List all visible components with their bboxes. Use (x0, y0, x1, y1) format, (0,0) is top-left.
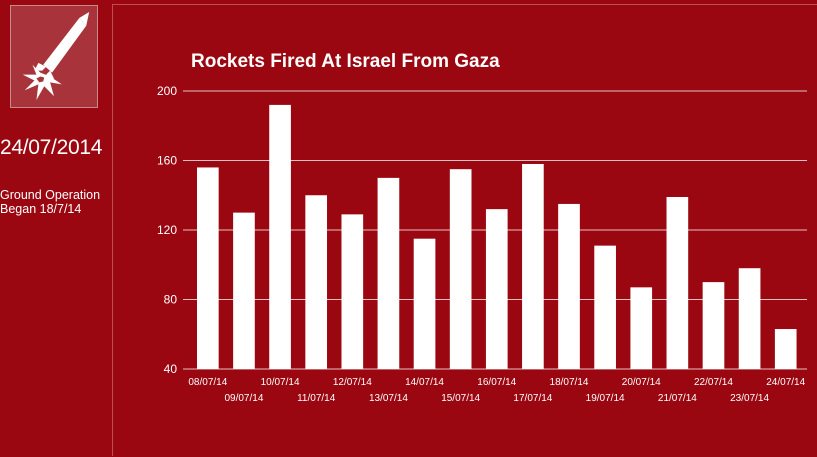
rockets-bar-chart: Rockets Fired At Israel From Gaza 40 80 12… (157, 51, 807, 404)
x-tick-label: 09/07/14 (224, 393, 263, 404)
label-layer: 08/07/14 09/07/14 10/07/14 11/07/14 12/07/14… (188, 377, 805, 404)
bar-22/07/14 (702, 282, 725, 369)
y-tick-label: 160 (157, 154, 177, 168)
x-tick-label: 17/07/14 (513, 393, 552, 404)
rocket-icon (22, 12, 90, 100)
y-tick-label: 200 (157, 84, 177, 98)
bar-21/07/14 (666, 196, 689, 369)
bar-11/07/14 (305, 195, 328, 369)
chart-panel: Rockets Fired At Israel From Gaza 40 80 12… (112, 4, 817, 456)
note-line-1: Ground Operation (0, 188, 101, 202)
x-tick-label: 10/07/14 (261, 377, 300, 388)
x-tick-label: 08/07/14 (188, 377, 227, 388)
bar-23/07/14 (738, 268, 761, 369)
bar-08/07/14 (197, 167, 219, 369)
y-tick-label: 80 (164, 293, 178, 307)
rocket-logo (10, 5, 98, 108)
x-tick-label: 20/07/14 (622, 377, 661, 388)
x-tick-label: 16/07/14 (477, 377, 516, 388)
x-tick-label: 13/07/14 (369, 393, 408, 404)
x-tick-label: 23/07/14 (730, 393, 769, 404)
bar-13/07/14 (377, 177, 400, 369)
bar-15/07/14 (449, 169, 472, 369)
bar-17/07/14 (522, 163, 544, 369)
report-date: 24/07/2014 (0, 136, 103, 159)
bar-layer (197, 104, 797, 370)
note-line-2: Began 18/7/14 (0, 202, 82, 216)
x-tick-label: 21/07/14 (658, 393, 697, 404)
x-tick-label: 15/07/14 (441, 393, 480, 404)
x-tick-label: 19/07/14 (586, 393, 625, 404)
bar-20/07/14 (630, 287, 653, 369)
bar-19/07/14 (594, 245, 616, 369)
bar-12/07/14 (341, 214, 364, 369)
ground-operation-note: Ground Operation Began 18/7/14 (0, 188, 112, 216)
bar-09/07/14 (233, 212, 255, 369)
y-tick-label: 120 (157, 223, 177, 237)
x-tick-label: 18/07/14 (550, 377, 589, 388)
bar-10/07/14 (269, 104, 291, 370)
x-tick-label: 22/07/14 (694, 377, 733, 388)
chart-title: Rockets Fired At Israel From Gaza (191, 51, 500, 72)
x-tick-label: 12/07/14 (333, 377, 372, 388)
y-tick-label: 40 (164, 362, 178, 376)
x-tick-label: 24/07/14 (766, 377, 805, 388)
bar-18/07/14 (558, 203, 580, 369)
bar-16/07/14 (485, 209, 508, 369)
bar-14/07/14 (413, 238, 436, 369)
bar-24/07/14 (774, 329, 797, 369)
x-tick-label: 11/07/14 (297, 393, 336, 404)
x-tick-label: 14/07/14 (405, 377, 444, 388)
